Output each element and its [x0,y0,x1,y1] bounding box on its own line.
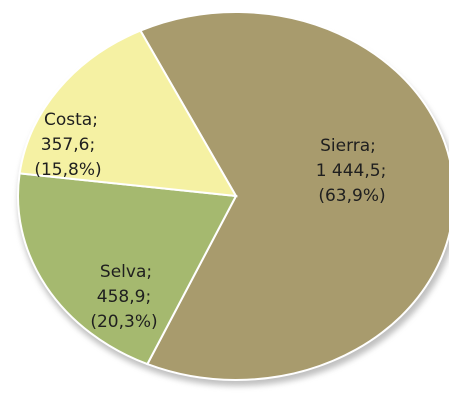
label-sierra: Sierra; 1 444,5; (63,9%) [316,136,387,206]
pie-slice-costa [18,29,238,198]
sierra-value-label: 1 444,5; [316,161,387,181]
costa-percent-label: (15,8%) [34,160,101,180]
costa-name-label: Costa; [44,110,98,130]
pie-slice-sierra [139,11,449,381]
selva-name-label: Selva; [100,262,152,282]
label-selva: Selva; 458,9; (20,3%) [90,262,157,332]
selva-value-label: 458,9; [97,287,151,307]
sierra-name-label: Sierra; [320,136,376,156]
costa-value-label: 357,6; [41,135,95,155]
sierra-percent-label: (63,9%) [318,186,385,206]
selva-percent-label: (20,3%) [90,312,157,332]
pie-slices [17,11,449,381]
label-costa: Costa; 357,6; (15,8%) [34,110,101,180]
pie-slice-selva [17,172,238,366]
